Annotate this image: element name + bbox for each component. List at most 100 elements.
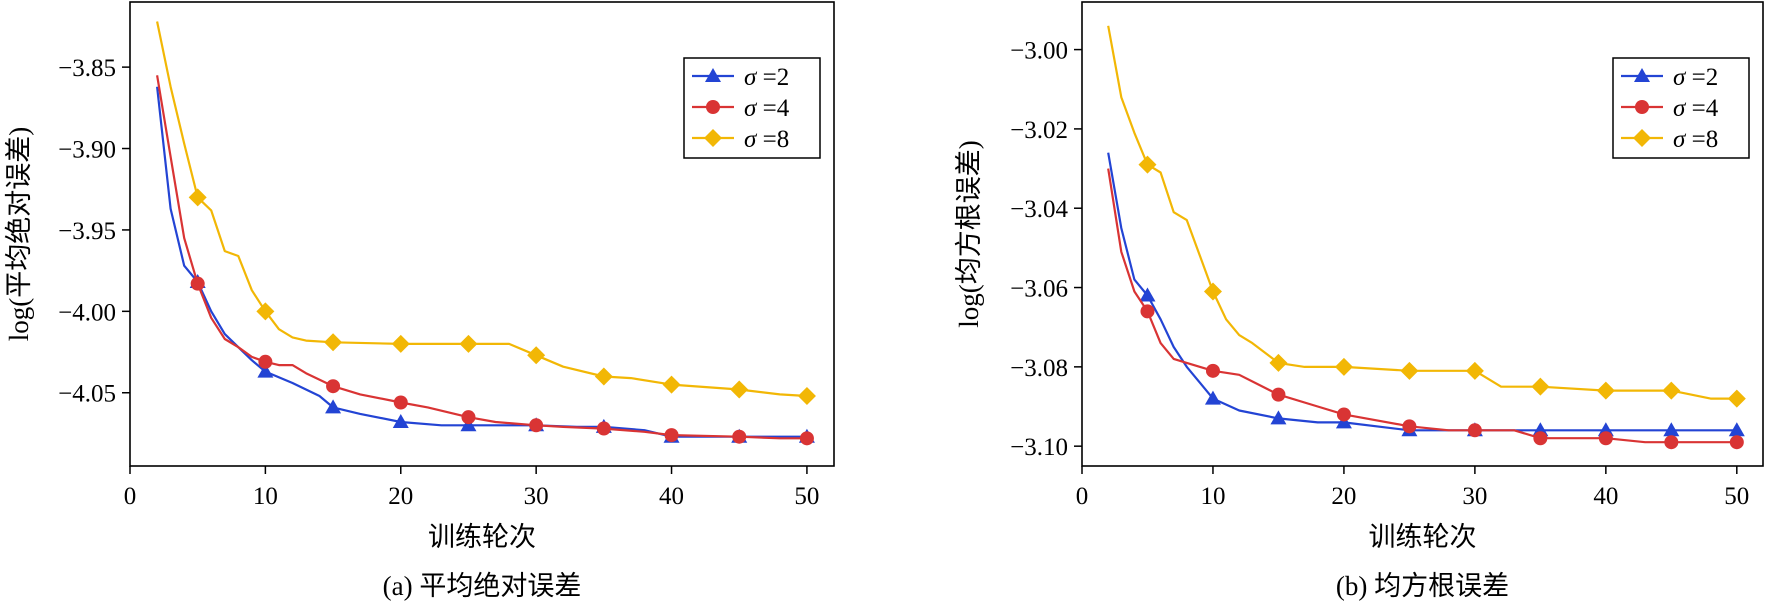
x-tick-label: 10 — [253, 483, 278, 510]
legend-label: σ =2 — [1673, 64, 1718, 91]
y-tick-label: −3.04 — [1010, 196, 1068, 223]
legend-marker-triangle — [705, 68, 721, 82]
y-tick-label: −4.00 — [58, 299, 116, 326]
y-tick-label: −3.02 — [1010, 117, 1068, 144]
legend-marker-diamond — [704, 129, 722, 147]
data-point-circle — [1271, 387, 1286, 402]
data-point-circle — [799, 431, 814, 446]
series-triangle — [1107, 152, 1745, 437]
data-point-circle — [258, 354, 273, 369]
legend-marker-circle — [706, 100, 720, 114]
data-point-diamond — [188, 188, 207, 207]
data-point-diamond — [1400, 361, 1419, 380]
legend-marker-circle — [1635, 100, 1649, 114]
y-tick-label: −3.90 — [58, 137, 116, 164]
data-point-diamond — [256, 302, 275, 321]
data-point-diamond — [1531, 377, 1550, 396]
x-tick-label: 30 — [1462, 483, 1487, 510]
legend-marker-triangle — [1634, 68, 1650, 82]
data-point-diamond — [391, 334, 410, 353]
data-point-circle — [326, 379, 341, 394]
data-point-diamond — [324, 333, 343, 352]
data-point-diamond — [730, 380, 749, 399]
data-point-circle — [1598, 431, 1613, 446]
x-axis-label: 训练轮次 — [428, 522, 536, 552]
data-point-diamond — [1662, 381, 1681, 400]
data-point-circle — [1664, 435, 1679, 450]
data-point-diamond — [1138, 155, 1157, 174]
legend-label: σ =2 — [744, 64, 789, 91]
x-tick-label: 20 — [1331, 483, 1356, 510]
data-point-diamond — [527, 346, 546, 365]
data-point-circle — [1729, 435, 1744, 450]
x-tick-label: 20 — [388, 483, 413, 510]
data-point-circle — [1205, 363, 1220, 378]
figure-caption: (a) 平均绝对误差 — [383, 571, 582, 601]
data-point-diamond — [797, 386, 816, 405]
y-tick-label: −3.08 — [1010, 355, 1068, 382]
legend: σ =2 σ =4 σ =8 — [1612, 57, 1750, 159]
data-point-triangle — [1728, 422, 1745, 437]
series-diamond — [1107, 25, 1746, 408]
series-diamond — [156, 21, 816, 405]
x-tick-label: 40 — [659, 483, 684, 510]
data-point-circle — [461, 410, 476, 425]
chart-mean-absolute-error: 0 10 20 30 40 50 −3.85 −3.90 −3.95 −4.00 −4.05 训练轮次… — [4, 1, 835, 601]
series-line — [156, 21, 807, 398]
y-tick-label: −3.95 — [58, 218, 116, 245]
data-point-triangle — [1139, 287, 1156, 302]
data-point-diamond — [1596, 381, 1615, 400]
y-axis-label: log(平均绝对误差) — [4, 127, 34, 341]
data-point-circle — [393, 395, 408, 410]
data-point-circle — [1402, 419, 1417, 434]
data-point-circle — [190, 276, 205, 291]
x-tick-label: 0 — [124, 483, 137, 510]
legend-label: σ =4 — [744, 95, 790, 122]
data-point-diamond — [1334, 357, 1353, 376]
legend-label: σ =4 — [1673, 95, 1719, 122]
series-line — [1107, 168, 1737, 444]
y-tick-label: −4.05 — [58, 381, 116, 408]
data-point-triangle — [460, 417, 477, 432]
series-line — [156, 75, 807, 440]
x-tick-label: 50 — [794, 483, 819, 510]
data-point-circle — [1336, 407, 1351, 422]
y-tick-label: −3.10 — [1010, 434, 1068, 461]
data-point-circle — [664, 428, 679, 443]
series-line — [1107, 25, 1737, 400]
plot-frame — [1081, 1, 1764, 467]
data-point-circle — [732, 429, 747, 444]
x-tick-label: 30 — [524, 483, 549, 510]
x-tick-label: 50 — [1724, 483, 1749, 510]
x-tick-label: 40 — [1593, 483, 1618, 510]
data-point-triangle — [392, 414, 409, 429]
data-point-triangle — [1204, 390, 1221, 405]
data-point-diamond — [594, 367, 613, 386]
y-tick-label: −3.85 — [58, 55, 116, 82]
data-point-diamond — [1203, 282, 1222, 301]
data-point-circle — [529, 418, 544, 433]
series-circle — [1107, 168, 1744, 450]
legend-label: σ =8 — [744, 126, 789, 153]
data-point-circle — [1140, 304, 1155, 319]
data-point-diamond — [1727, 389, 1746, 408]
x-tick-label: 0 — [1076, 483, 1089, 510]
data-point-triangle — [1663, 422, 1680, 437]
x-axis-label: 训练轮次 — [1369, 522, 1477, 552]
data-point-triangle — [257, 363, 274, 378]
series-line — [1107, 152, 1737, 432]
x-tick-label: 10 — [1200, 483, 1225, 510]
plot-frame — [129, 1, 835, 467]
legend-marker-diamond — [1633, 129, 1651, 147]
data-point-circle — [1533, 431, 1548, 446]
y-tick-label: −3.06 — [1010, 276, 1068, 303]
figure-caption: (b) 均方根误差 — [1336, 571, 1509, 601]
chart-root-mean-square-error: 0 10 20 30 40 50 −3.00 −3.02 −3.04 −3.06 −3.08 −3.1… — [954, 1, 1764, 601]
data-point-diamond — [1269, 353, 1288, 372]
data-point-diamond — [1465, 361, 1484, 380]
y-axis-label: log(均方根误差) — [954, 140, 984, 327]
series-circle — [156, 75, 814, 446]
y-tick-label: −3.00 — [1010, 38, 1068, 65]
data-point-triangle — [1270, 410, 1287, 425]
